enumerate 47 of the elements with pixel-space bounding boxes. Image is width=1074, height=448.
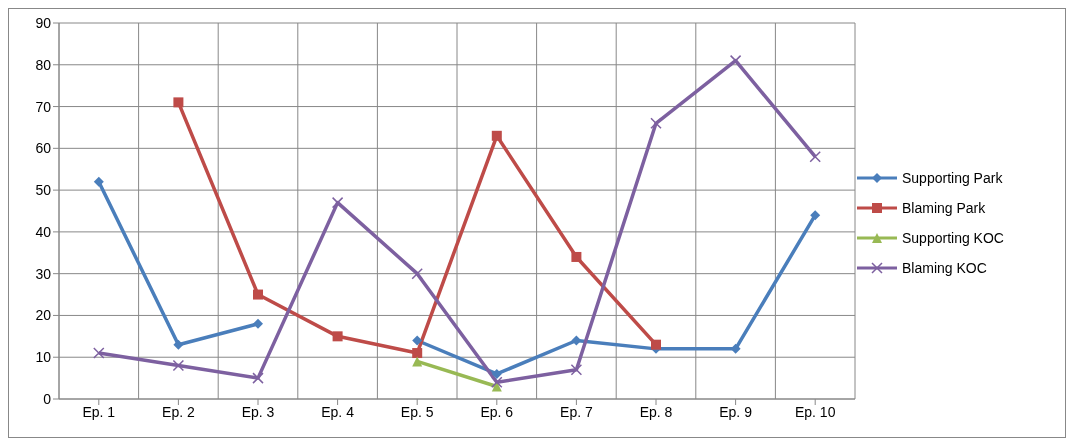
point [729, 54, 742, 67]
point [331, 196, 344, 209]
x-tick-label: Ep. 7 [560, 403, 593, 420]
legend-label: Supporting KOC [902, 230, 1004, 246]
point [173, 97, 184, 108]
y-tick-label: 80 [35, 56, 52, 73]
point [650, 117, 662, 130]
point [93, 176, 104, 187]
x-tick-label: Ep. 2 [162, 403, 195, 420]
x-tick-label: Ep. 9 [719, 403, 753, 420]
x-tick-label: Ep. 1 [82, 403, 116, 420]
point [491, 130, 502, 141]
y-tick-label: 50 [35, 182, 52, 199]
y-tick-label: 30 [35, 265, 52, 282]
point [570, 364, 583, 376]
x-tick-label: Ep. 3 [241, 403, 275, 420]
point [253, 318, 263, 329]
legend-label: Blaming Park [902, 200, 986, 216]
point [253, 289, 263, 300]
y-tick-label: 40 [35, 223, 52, 240]
y-tick-label: 20 [35, 307, 52, 324]
y-tick-label: 90 [35, 14, 52, 31]
point [571, 335, 582, 346]
point [809, 150, 821, 163]
y-tick-label: 10 [35, 349, 52, 366]
x-tick-label: Ep. 10 [794, 403, 836, 420]
x-tick-label: Ep. 5 [400, 403, 434, 420]
x-tick-label: Ep. 8 [639, 403, 673, 420]
point [93, 347, 105, 359]
x-tick-label: Ep. 6 [480, 403, 514, 420]
point [810, 210, 821, 221]
x-tick-label: Ep. 4 [321, 403, 355, 420]
y-tick-label: 0 [43, 390, 52, 407]
point [412, 335, 423, 346]
y-tick-label: 60 [35, 140, 52, 157]
legend-label: Blaming KOC [902, 260, 987, 276]
point [172, 359, 185, 372]
point [491, 368, 502, 379]
point [173, 339, 184, 350]
point [332, 331, 343, 342]
point [252, 372, 264, 384]
legend-label: Supporting Park [902, 170, 1003, 186]
y-tick-label: 70 [35, 98, 52, 115]
point [651, 339, 661, 350]
point [412, 348, 423, 359]
point [571, 251, 582, 262]
point [411, 267, 423, 280]
